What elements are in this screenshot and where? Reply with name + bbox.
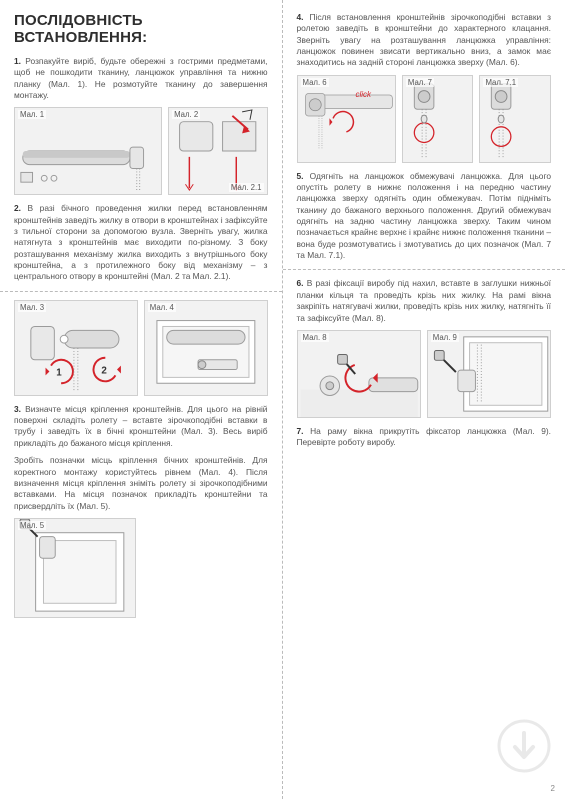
step-1-num: 1. <box>14 56 21 66</box>
step-1-text: 1. Розпакуйте виріб, будьте обережні з г… <box>14 56 268 101</box>
step-5-text: 5. Одягніть на ланцюжок обмежувачі ланцю… <box>297 171 552 262</box>
click-text: click <box>356 90 372 99</box>
svg-text:1: 1 <box>56 367 62 378</box>
figure-4: Мал. 4 <box>144 300 268 396</box>
step-4-num: 4. <box>297 12 304 22</box>
step-2-text: 2. В разі бічного проведення жилки перед… <box>14 203 268 282</box>
step-5-body: Одягніть на ланцюжок обмежувачі ланцюжка… <box>297 171 552 260</box>
step-3-text-a: 3. Визначте місця кріплення кронштейнів.… <box>14 404 268 449</box>
figure-7: Мал. 7 <box>402 75 474 163</box>
fig-label: Мал. 7 <box>406 78 434 87</box>
step-1-body: Розпакуйте виріб, будьте обережні з гост… <box>14 56 268 100</box>
figure-7-1: Мал. 7.1 <box>479 75 551 163</box>
section-divider <box>0 291 282 292</box>
step-4-body: Після встановлення кронштейнів зірочкопо… <box>297 12 552 67</box>
step-6-text: 6. В разі фіксації виробу під нахил, вст… <box>297 278 552 323</box>
figure-8: Мал. 8 <box>297 330 421 418</box>
fig-label: Мал. 2.1 <box>229 183 264 192</box>
page-title: ПОСЛІДОВНІСТЬ ВСТАНОВЛЕННЯ: <box>14 12 268 46</box>
fig-label: Мал. 7.1 <box>483 78 518 87</box>
figure-3: Мал. 3 1 2 <box>14 300 138 396</box>
fig-label: Мал. 2 <box>172 110 200 119</box>
figure-row-4: Мал. 6 click Мал. 7 <box>297 75 552 163</box>
fig-label: Мал. 1 <box>18 110 46 119</box>
step-7-text: 7. На раму вікна прикрутіть фіксатор лан… <box>297 426 552 449</box>
fig-label: Мал. 9 <box>431 333 459 342</box>
right-column: 4. Після встановлення кронштейнів зірочк… <box>283 0 565 799</box>
step-7-num: 7. <box>297 426 304 436</box>
left-column: ПОСЛІДОВНІСТЬ ВСТАНОВЛЕННЯ: 1. Розпакуйт… <box>0 0 283 799</box>
step-4-text: 4. Після встановлення кронштейнів зірочк… <box>297 12 552 69</box>
step-3-body-a: Визначте місця кріплення кронштейнів. Дл… <box>14 404 268 448</box>
step-2-body: В разі бічного проведення жилки перед вс… <box>14 203 268 281</box>
step-6-body: В разі фіксації виробу під нахил, вставт… <box>297 278 552 322</box>
step-3-num: 3. <box>14 404 21 414</box>
fig-label: Мал. 3 <box>18 303 46 312</box>
figure-6: Мал. 6 click <box>297 75 396 163</box>
fig-label: Мал. 8 <box>301 333 329 342</box>
figure-row-1: Мал. 1 Мал. 2 Мал. 2.1 <box>14 107 268 195</box>
step-2-num: 2. <box>14 203 21 213</box>
figure-5: Мал. 5 <box>14 518 136 618</box>
fig-label: Мал. 6 <box>301 78 329 87</box>
figure-row-2: Мал. 3 1 2 Мал. 4 <box>14 300 268 396</box>
step-3-text-b: Зробіть позначки місць кріплення бічних … <box>14 455 268 512</box>
watermark-icon <box>497 719 551 773</box>
fig-label: Мал. 4 <box>148 303 176 312</box>
section-divider <box>283 269 565 270</box>
step-7-body: На раму вікна прикрутіть фіксатор ланцюж… <box>297 426 552 447</box>
figure-row-3: Мал. 5 <box>14 518 268 618</box>
figure-row-5: Мал. 8 Мал. 9 <box>297 330 552 418</box>
figure-1: Мал. 1 <box>14 107 162 195</box>
step-5-num: 5. <box>297 171 304 181</box>
figure-2: Мал. 2 Мал. 2.1 <box>168 107 267 195</box>
svg-text:2: 2 <box>101 365 107 376</box>
step-6-num: 6. <box>297 278 304 288</box>
page-number: 2 <box>551 784 555 793</box>
figure-9: Мал. 9 <box>427 330 551 418</box>
fig-label: Мал. 5 <box>18 521 46 530</box>
